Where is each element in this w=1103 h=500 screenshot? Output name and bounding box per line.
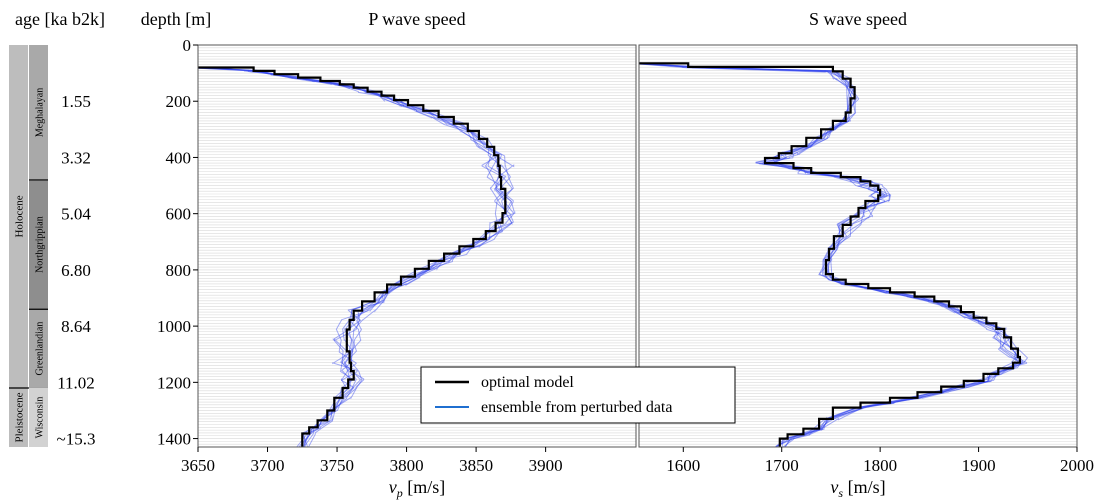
s-x-tick-label: 1700: [765, 456, 799, 475]
s-frame: [638, 44, 1078, 448]
stage-label: Meghalayan: [35, 88, 46, 137]
s-x-tick-label: 2000: [1060, 456, 1094, 475]
p-x-tick-label: 3800: [390, 456, 424, 475]
age-label: 1.55: [61, 92, 91, 111]
s-x-tick-label: 1900: [962, 456, 996, 475]
s-ensemble-line: [639, 63, 1023, 447]
s-x-tick-label: 1600: [666, 456, 700, 475]
p-optimal-line: [198, 66, 507, 447]
stage-band: [29, 387, 48, 447]
p-title: P wave speed: [368, 9, 465, 29]
stage-label: Greenlandian: [35, 322, 46, 376]
y-tick-label: 800: [166, 261, 192, 280]
p-x-tick-label: 3850: [459, 456, 493, 475]
age-label: 8.64: [61, 317, 91, 336]
epoch-label: Holocene: [14, 195, 26, 237]
p-wave-panel: 3650 3700 3750 3800 3850 3900 P wave speed vp […: [141, 9, 637, 500]
p-ensemble-line: [198, 67, 514, 447]
p-x-tick-label: 3750: [320, 456, 354, 475]
p-frame: [197, 44, 637, 448]
legend-box: [420, 366, 736, 424]
epoch-band: [9, 45, 28, 388]
y-tick-label: 1400: [157, 430, 191, 449]
age-label: ~15.3: [57, 430, 96, 449]
s-wave-panel: 1600 1700 1800 1900 2000 S wave speed vs [m/s]: [638, 9, 1094, 500]
age-label: 11.02: [57, 373, 95, 392]
stage-band: [29, 309, 48, 388]
stage-band: [29, 179, 48, 310]
stage-label: Northgrippian: [35, 216, 46, 273]
p-x-tick-label: 3650: [181, 456, 215, 475]
timeline-header: age [ka b2k]: [15, 9, 105, 29]
s-title: S wave speed: [809, 9, 907, 29]
p-x-label: vp [m/s]: [389, 477, 446, 500]
y-axis-label: depth [m]: [141, 9, 211, 29]
stage-label: Wisconsin: [35, 397, 46, 439]
y-tick-label: 1000: [157, 317, 191, 336]
y-tick-label: 600: [166, 205, 192, 224]
legend-label: optimal model: [481, 374, 574, 391]
timeline-panel: age [ka b2k] Holocene Pleistocene Meghalaya…: [9, 9, 105, 449]
age-label: 3.32: [61, 148, 91, 167]
stage-band: [29, 45, 48, 180]
p-x-tick-label: 3700: [251, 456, 285, 475]
epoch-label: Pleistocene: [14, 392, 26, 442]
legend: optimal model ensemble from perturbed dat…: [420, 366, 736, 424]
y-tick-label: 400: [166, 148, 192, 167]
s-x-tick-label: 1800: [863, 456, 897, 475]
age-label: 5.04: [61, 205, 91, 224]
legend-label: ensemble from perturbed data: [481, 399, 672, 416]
s-optimal-line: [639, 62, 1022, 447]
p-x-tick-label: 3900: [529, 456, 563, 475]
y-tick-label: 1200: [157, 373, 191, 392]
y-tick-label: 0: [183, 36, 192, 55]
s-x-label: vs [m/s]: [830, 477, 885, 500]
epoch-band: [9, 387, 28, 447]
y-tick-label: 200: [166, 92, 192, 111]
age-label: 6.80: [61, 261, 91, 280]
